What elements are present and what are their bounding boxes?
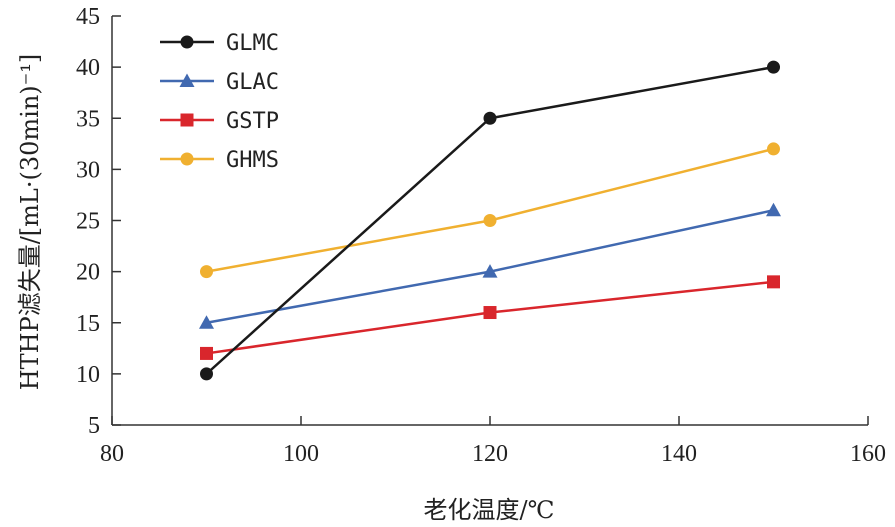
legend-item-gstp: GSTP [160, 109, 279, 134]
y-tick-label: 20 [76, 260, 100, 286]
axes: 5 10 15 20 25 30 35 40 45 80 100 120 140 160 [76, 4, 886, 467]
x-tick-label: 140 [661, 441, 697, 467]
legend-marker [180, 35, 194, 49]
series-glmc [200, 60, 780, 381]
legend-label: GLAC [226, 70, 279, 95]
y-tick-label: 30 [76, 157, 100, 183]
y-tick-label: 40 [76, 55, 100, 81]
legend-marker [179, 73, 195, 87]
y-tick-label: 15 [76, 311, 100, 337]
data-point-glac [199, 315, 214, 329]
series-layer [199, 60, 781, 381]
legend-item-ghms: GHMS [160, 148, 279, 173]
y-tick-label: 35 [76, 106, 100, 132]
series-line-ghms [206, 147, 774, 273]
legend-marker [180, 113, 194, 127]
data-point-glmc [767, 60, 780, 74]
x-tick-label: 120 [472, 441, 508, 467]
y-tick-label: 10 [76, 362, 100, 388]
x-tick-label: 100 [283, 441, 319, 467]
x-axis-title: 老化温度/℃ [424, 496, 555, 524]
data-point-glac [766, 202, 781, 217]
data-point-ghms [483, 214, 497, 227]
data-point-ghms [200, 265, 213, 279]
legend: GLMC GLAC GSTP GHMS [160, 31, 279, 173]
legend-label: GHMS [226, 148, 279, 173]
data-point-gstp [200, 346, 213, 360]
series-ghms [200, 142, 780, 279]
data-point-glac [482, 264, 498, 278]
y-tick-label: 25 [76, 209, 100, 235]
legend-item-glmc: GLMC [160, 31, 279, 56]
data-point-gstp [483, 306, 497, 320]
data-point-glmc [483, 111, 497, 125]
x-tick-label: 160 [850, 441, 886, 467]
data-point-ghms [767, 142, 780, 156]
legend-item-glac: GLAC [160, 70, 279, 95]
x-tick-label: 80 [100, 441, 124, 467]
data-point-gstp [767, 275, 780, 289]
data-point-glmc [200, 367, 213, 381]
y-tick-label: 45 [76, 4, 100, 30]
legend-label: GLMC [226, 31, 279, 56]
series-glac [199, 202, 781, 329]
legend-label: GSTP [226, 109, 279, 134]
legend-marker [180, 152, 194, 166]
y-axis-title: HTHP滤失量/[mL·(30min)⁻¹] [16, 54, 44, 391]
series-gstp [200, 275, 780, 360]
y-tick-label: 5 [88, 413, 100, 439]
